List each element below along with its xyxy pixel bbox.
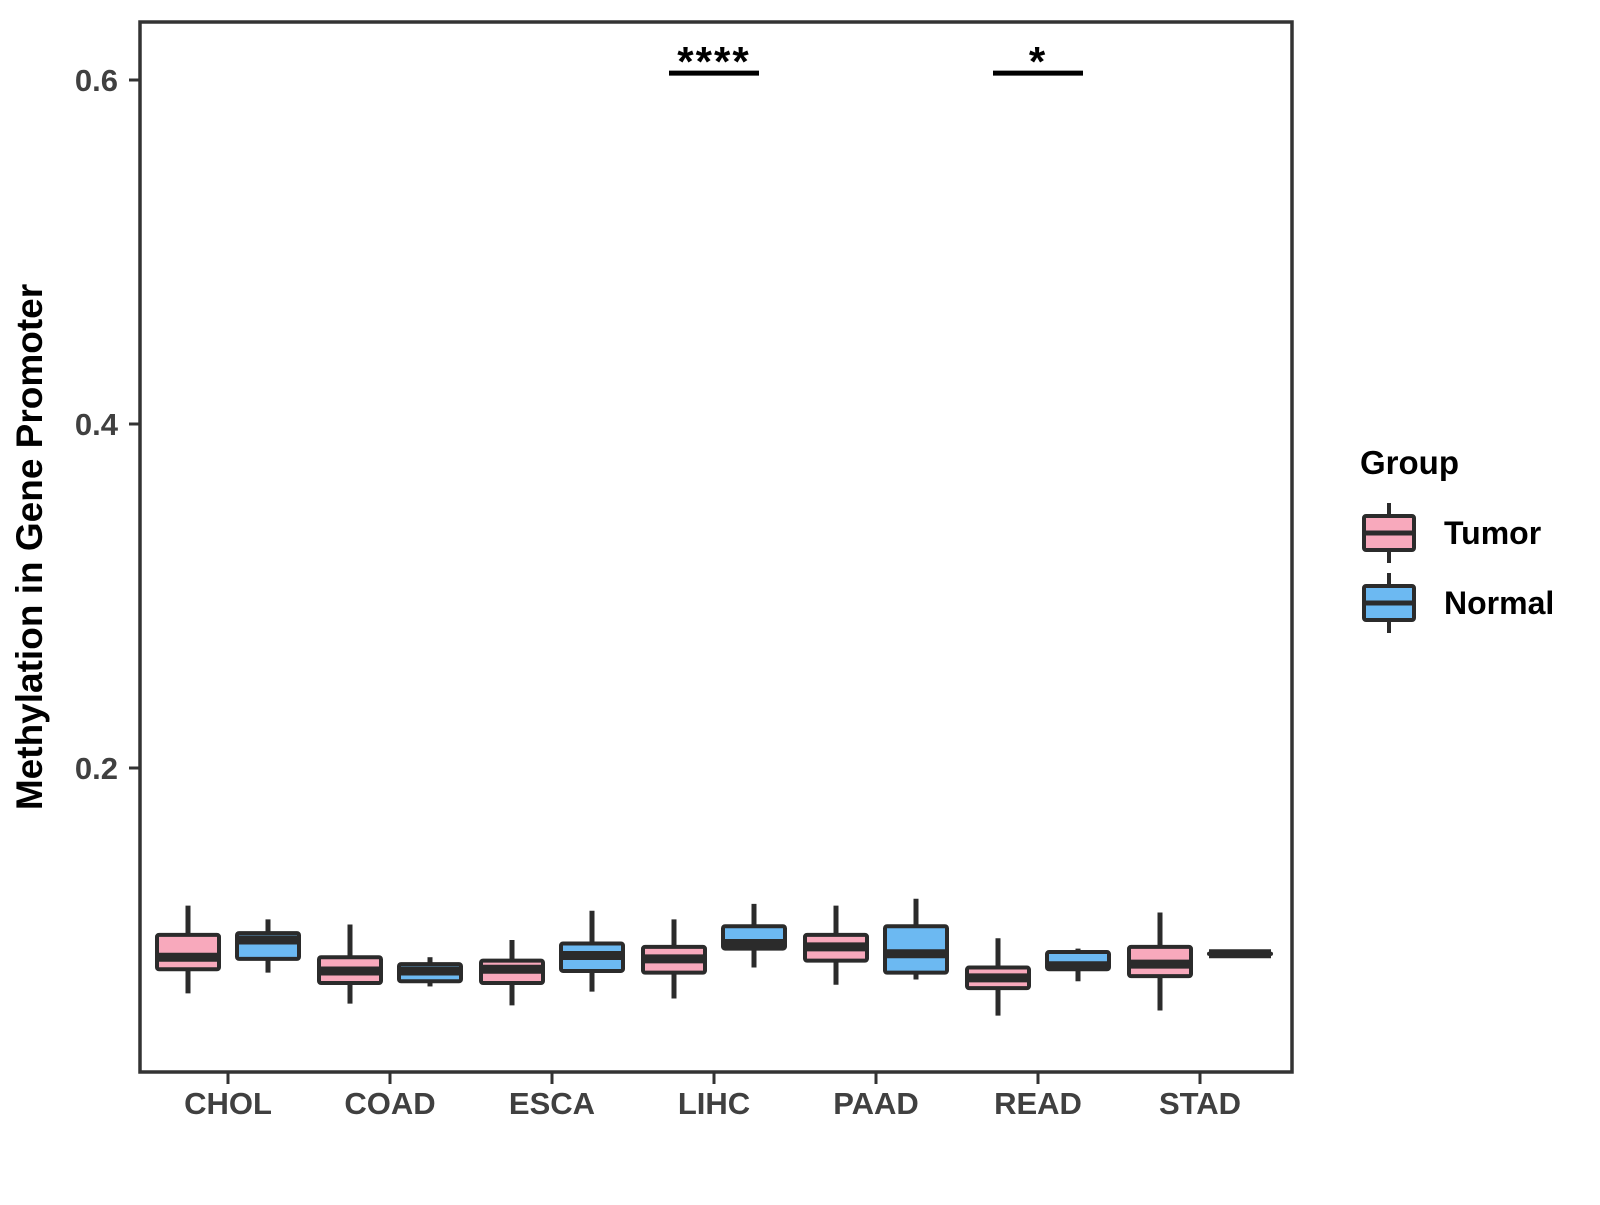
legend-item-normal: Normal	[1336, 568, 1586, 638]
normal-boxplot-icon	[1360, 570, 1418, 636]
legend-label-normal: Normal	[1444, 585, 1554, 622]
x-tick-label-COAD: COAD	[344, 1086, 435, 1121]
x-tick-label-LIHC: LIHC	[678, 1086, 750, 1121]
legend-item-tumor: Tumor	[1336, 498, 1586, 568]
plot-panel	[140, 22, 1292, 1072]
legend: Group Tumor Normal	[1336, 444, 1586, 638]
y-tick-label-0.4: 0.4	[75, 407, 119, 442]
iqr-box	[157, 935, 219, 969]
significance-label-LIHC: ****	[677, 38, 750, 85]
x-tick-label-STAD: STAD	[1159, 1086, 1241, 1121]
y-axis-title: Methylation in Gene Promoter	[9, 284, 50, 810]
x-tick-label-READ: READ	[994, 1086, 1082, 1121]
x-tick-label-ESCA: ESCA	[509, 1086, 595, 1121]
y-tick-label-0.2: 0.2	[75, 751, 118, 786]
tumor-boxplot-icon	[1360, 500, 1418, 566]
y-tick-label-0.6: 0.6	[75, 63, 118, 98]
x-tick-label-CHOL: CHOL	[184, 1086, 272, 1121]
legend-label-tumor: Tumor	[1444, 515, 1541, 552]
significance-label-READ: *	[1029, 38, 1047, 85]
x-tick-label-PAAD: PAAD	[833, 1086, 919, 1121]
legend-title: Group	[1336, 444, 1586, 482]
